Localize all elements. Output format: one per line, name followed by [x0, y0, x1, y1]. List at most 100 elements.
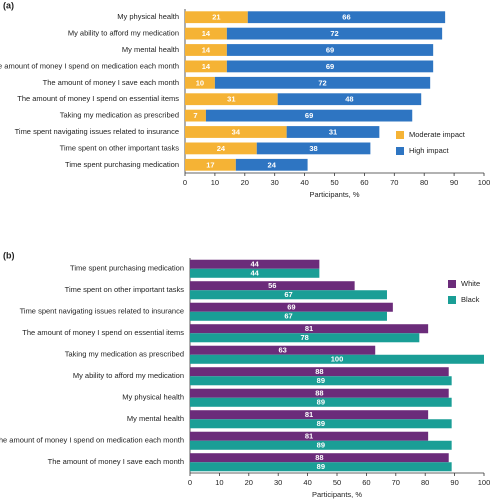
x-tick-label: 80: [420, 178, 428, 187]
x-tick-label: 100: [478, 178, 490, 187]
bar: [190, 462, 452, 472]
y-tick-label: Time spent on other important tasks: [60, 143, 180, 152]
value-label: 24: [268, 160, 277, 169]
bar-segment: [185, 126, 287, 138]
legend-label: High impact: [409, 146, 450, 155]
bar-segment: [185, 158, 236, 171]
bar-segment: [185, 76, 215, 89]
legend-swatch: [396, 147, 404, 155]
bar: [190, 367, 449, 377]
value-label: 69: [326, 45, 334, 54]
x-axis-label: Participants, %: [312, 490, 362, 499]
bar-segment: [185, 142, 257, 155]
bar: [190, 302, 393, 312]
panel-label: (b): [3, 250, 15, 260]
y-tick-label: Time spent purchasing medication: [65, 160, 179, 169]
value-label: 7: [193, 111, 197, 120]
y-tick-label: Time spent purchasing medication: [70, 264, 184, 273]
bar: [190, 419, 452, 429]
bar: [190, 376, 452, 386]
value-label: 44: [251, 260, 260, 269]
legend-swatch: [448, 280, 456, 288]
x-tick-label: 0: [188, 478, 192, 487]
x-tick-label: 70: [390, 178, 398, 187]
bar-segment: [286, 126, 380, 138]
legend-label: Black: [461, 295, 480, 304]
bar: [190, 259, 320, 269]
value-label: 66: [342, 13, 350, 22]
bar-segment: [185, 60, 227, 73]
value-label: 88: [315, 389, 323, 398]
value-label: 89: [317, 398, 325, 407]
x-tick-label: 30: [274, 478, 282, 487]
bar: [190, 440, 452, 450]
bar-segment: [185, 11, 248, 24]
bar-segment: [214, 76, 431, 89]
value-label: 14: [202, 29, 211, 38]
x-tick-label: 10: [211, 178, 219, 187]
value-label: 69: [326, 62, 334, 71]
x-tick-label: 30: [271, 178, 279, 187]
legend-label: Moderate impact: [409, 130, 466, 139]
value-label: 69: [287, 303, 295, 312]
value-label: 67: [284, 312, 292, 321]
bar-segment: [226, 44, 434, 56]
y-tick-label: Time spent navigating issues related to …: [15, 127, 179, 136]
x-tick-label: 80: [421, 478, 429, 487]
value-label: 81: [305, 324, 313, 333]
y-tick-label: The amount of money I spend on essential…: [22, 328, 184, 337]
x-tick-label: 10: [215, 478, 223, 487]
value-label: 78: [300, 333, 308, 342]
bar: [190, 388, 449, 398]
y-tick-label: The amount of money I spend on essential…: [17, 94, 179, 103]
legend-swatch: [448, 296, 456, 304]
value-label: 88: [315, 453, 323, 462]
x-tick-label: 20: [245, 478, 253, 487]
bar-segment: [277, 93, 422, 106]
value-label: 89: [317, 419, 325, 428]
bar: [190, 431, 429, 441]
y-tick-label: My mental health: [127, 414, 184, 423]
value-label: 67: [284, 290, 292, 299]
value-label: 81: [305, 410, 313, 419]
bar: [190, 354, 484, 364]
x-tick-label: 90: [450, 478, 458, 487]
value-label: 72: [318, 78, 326, 87]
bar-segment: [226, 60, 434, 73]
x-tick-label: 40: [303, 478, 311, 487]
y-tick-label: My ability to afford my medication: [68, 29, 179, 38]
x-tick-label: 60: [362, 478, 370, 487]
panel-label: (a): [3, 0, 14, 10]
value-label: 81: [305, 432, 313, 441]
value-label: 100: [331, 355, 344, 364]
y-tick-label: The amount of money I save each month: [43, 78, 179, 87]
value-label: 31: [329, 127, 337, 136]
bar-segment: [185, 27, 227, 40]
bar-segment: [226, 27, 443, 40]
bar-segment: [256, 142, 371, 155]
bar-segment: [185, 44, 227, 56]
bar: [190, 453, 449, 463]
bar: [190, 281, 355, 291]
value-label: 89: [317, 441, 325, 450]
x-tick-label: 90: [450, 178, 458, 187]
y-tick-label: My mental health: [122, 45, 179, 54]
value-label: 63: [278, 346, 286, 355]
bar: [190, 290, 387, 300]
y-tick-label: My physical health: [117, 12, 179, 21]
value-label: 56: [268, 281, 276, 290]
bar-segment: [205, 109, 413, 122]
y-tick-label: The amount of money I spend on medicatio…: [0, 61, 179, 70]
value-label: 10: [196, 78, 204, 87]
bar: [190, 324, 429, 334]
value-label: 89: [317, 462, 325, 471]
x-tick-label: 60: [360, 178, 368, 187]
y-tick-label: Taking my medication as prescribed: [60, 111, 179, 120]
value-label: 38: [309, 144, 317, 153]
y-tick-label: Taking my medication as prescribed: [65, 350, 184, 359]
bar: [190, 345, 376, 355]
y-tick-label: Time spent on other important tasks: [65, 285, 185, 294]
value-label: 14: [202, 62, 211, 71]
x-tick-label: 40: [300, 178, 308, 187]
